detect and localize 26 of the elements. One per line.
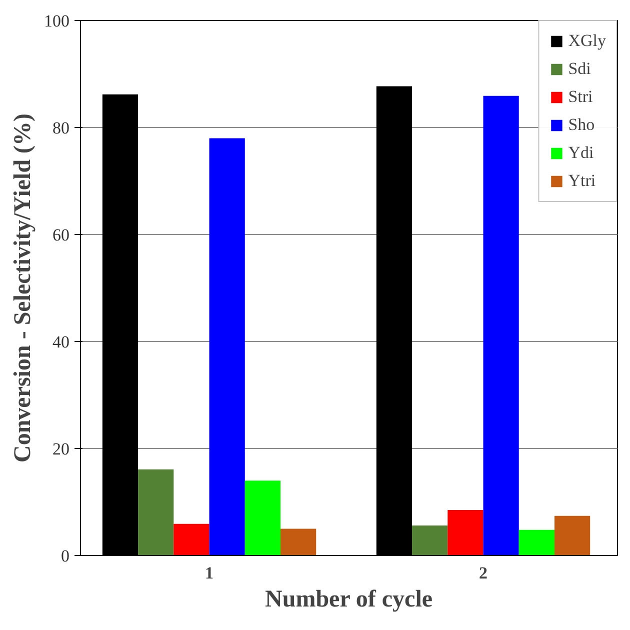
- y-tick-label: 0: [61, 546, 70, 566]
- legend-label: Stri: [568, 87, 593, 107]
- legend-label: Ytri: [568, 171, 596, 191]
- y-axis-title: Conversion - Selectivity/Yield (%): [10, 113, 36, 463]
- y-tick-label: 100: [44, 12, 70, 30]
- legend-label: Ydi: [568, 143, 594, 163]
- y-tick-label: 80: [52, 118, 70, 138]
- y-tick-label: 40: [52, 332, 70, 352]
- y-tick-label: 60: [52, 226, 70, 244]
- x-tick-label: 2: [479, 564, 488, 582]
- bar: [554, 516, 590, 556]
- bar: [174, 524, 210, 556]
- y-tick-label: 20: [52, 440, 70, 458]
- bar: [138, 469, 174, 556]
- legend-label: XGly: [568, 31, 606, 51]
- bar: [280, 528, 316, 556]
- bar: [244, 480, 281, 556]
- bar: [412, 526, 448, 556]
- x-axis-title: Number of cycle: [265, 586, 433, 612]
- bar: [483, 96, 519, 556]
- legend-label: Sdi: [568, 59, 591, 79]
- x-tick-label: 1: [205, 564, 214, 582]
- legend-label: Sho: [568, 115, 595, 135]
- bar: [448, 510, 484, 556]
- bar: [518, 530, 554, 556]
- bar: [209, 138, 245, 556]
